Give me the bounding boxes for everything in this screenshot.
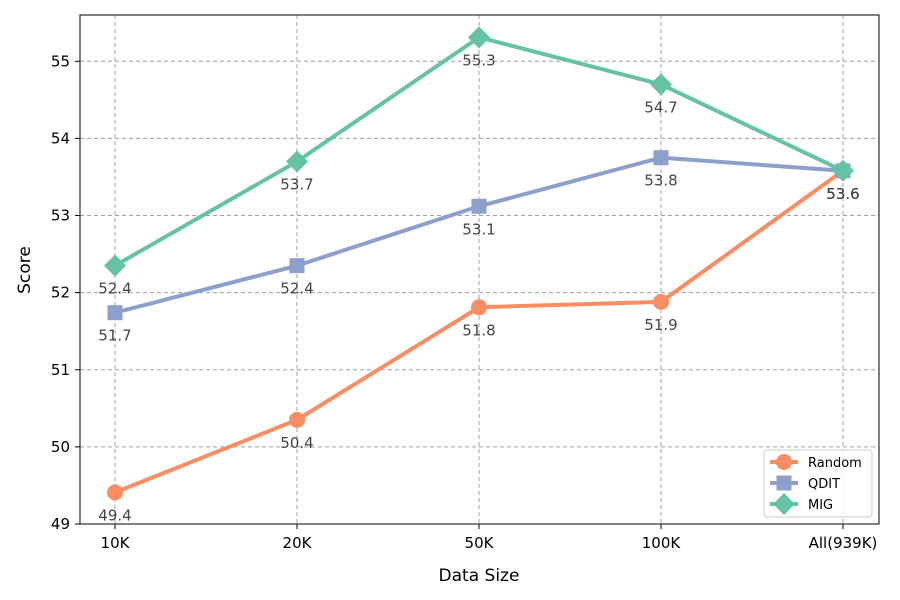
data-point-mig [104,254,126,277]
data-label-qdit: 53.6 [826,185,859,203]
data-label-qdit: 53.1 [462,220,495,238]
ticks: 10K 20K 50K 100K All(939K) 49 50 51 52 53 54 55 [51,52,877,552]
y-axis-title: Score [15,246,35,294]
data-labels: 49.450.451.8 51.953.651.752.453.153.853.6… [98,51,859,524]
legend-marker-random [776,454,792,470]
data-label-mig: 52.4 [98,280,131,298]
x-tick-label: 20K [283,534,313,552]
data-label-mig: 53.6 [826,185,859,203]
grid [80,15,879,524]
x-tick-label: 100K [642,534,682,552]
x-tick-label: All(939K) [809,534,878,552]
data-point-qdit [289,258,305,274]
data-point-mig [650,73,672,96]
data-label-mig: 54.7 [644,98,677,116]
data-label-random: 49.4 [98,506,131,524]
data-label-random: 53.6 [826,185,859,203]
legend-label-random: Random [808,456,862,471]
data-point-mig [832,159,854,182]
data-label-random: 51.8 [462,321,495,339]
data-point-random [471,299,487,316]
data-label-qdit: 51.7 [98,327,131,345]
data-point-mig [468,26,490,49]
data-label-mig: 53.7 [280,176,313,194]
data-point-random [107,484,123,501]
data-label-mig: 55.3 [462,51,495,69]
data-label-qdit: 53.8 [644,172,677,190]
y-tick-label: 55 [51,52,70,70]
y-tick-label: 54 [51,129,70,147]
data-point-qdit [653,150,669,166]
y-tick-label: 51 [51,361,70,379]
y-tick-label: 49 [51,515,70,533]
data-point-qdit [471,198,487,214]
legend-label-qdit: QDIT [808,477,840,492]
data-label-random: 50.4 [280,434,313,452]
legend-marker-qdit [776,475,792,491]
series-layer [104,26,854,501]
x-tick-label: 10K [101,534,131,552]
legend: Random QDIT MIG [763,449,873,518]
data-point-qdit [107,305,123,321]
y-tick-label: 52 [51,284,70,302]
data-point-random [289,411,305,428]
data-point-mig [286,150,308,173]
data-label-random: 51.9 [644,316,677,334]
legend-label-mig: MIG [808,498,833,513]
y-tick-label: 50 [51,438,70,456]
legend-marker-mig [773,493,795,515]
x-tick-label: 50K [465,534,495,552]
data-label-qdit: 52.4 [280,280,313,298]
y-tick-label: 53 [51,207,70,225]
x-axis-title: Data Size [439,566,520,586]
data-point-random [653,293,669,310]
